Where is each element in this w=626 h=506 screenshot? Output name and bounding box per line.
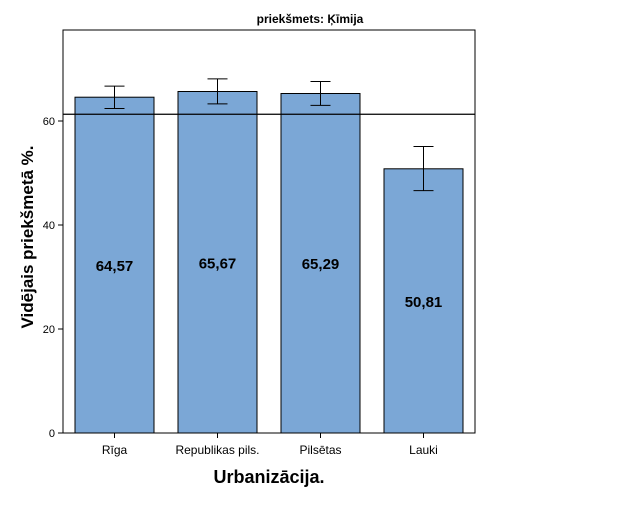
x-tick-label: Republikas pils. bbox=[175, 443, 259, 457]
y-tick-label: 0 bbox=[49, 428, 55, 440]
x-axis-label: Urbanizācija. bbox=[213, 467, 324, 487]
chart-title: priekšmets: Ķīmija bbox=[257, 12, 364, 26]
bar bbox=[177, 91, 258, 434]
bar bbox=[383, 168, 464, 434]
plot-frame bbox=[62, 29, 476, 434]
x-tick-label: Pilsētas bbox=[299, 443, 341, 457]
bar-value-label: 64,57 bbox=[96, 258, 134, 275]
x-tick-label: Rīga bbox=[102, 443, 128, 457]
value-labels-layer: 64,57 65,67 65,29 50,81 bbox=[96, 255, 443, 311]
error-bar bbox=[310, 80, 331, 106]
y-axis-ticks: 0 20 40 60 bbox=[43, 116, 63, 440]
error-bar bbox=[104, 85, 125, 110]
bar-value-label: 50,81 bbox=[405, 294, 443, 311]
bars-layer bbox=[74, 91, 464, 434]
x-tick-label: Lauki bbox=[409, 443, 438, 457]
bar-value-label: 65,29 bbox=[302, 256, 340, 273]
y-tick-label: 20 bbox=[43, 324, 55, 336]
error-bars-layer bbox=[104, 78, 434, 192]
y-axis-label: Vidējais priekšmetā %. bbox=[18, 145, 37, 328]
y-tick-label: 60 bbox=[43, 116, 55, 128]
x-axis-ticks: Rīga Republikas pils. Pilsētas Lauki bbox=[102, 433, 438, 457]
error-bar bbox=[413, 145, 434, 192]
error-bar bbox=[207, 78, 228, 105]
y-tick-label: 40 bbox=[43, 220, 55, 232]
bar-value-label: 65,67 bbox=[199, 255, 237, 272]
